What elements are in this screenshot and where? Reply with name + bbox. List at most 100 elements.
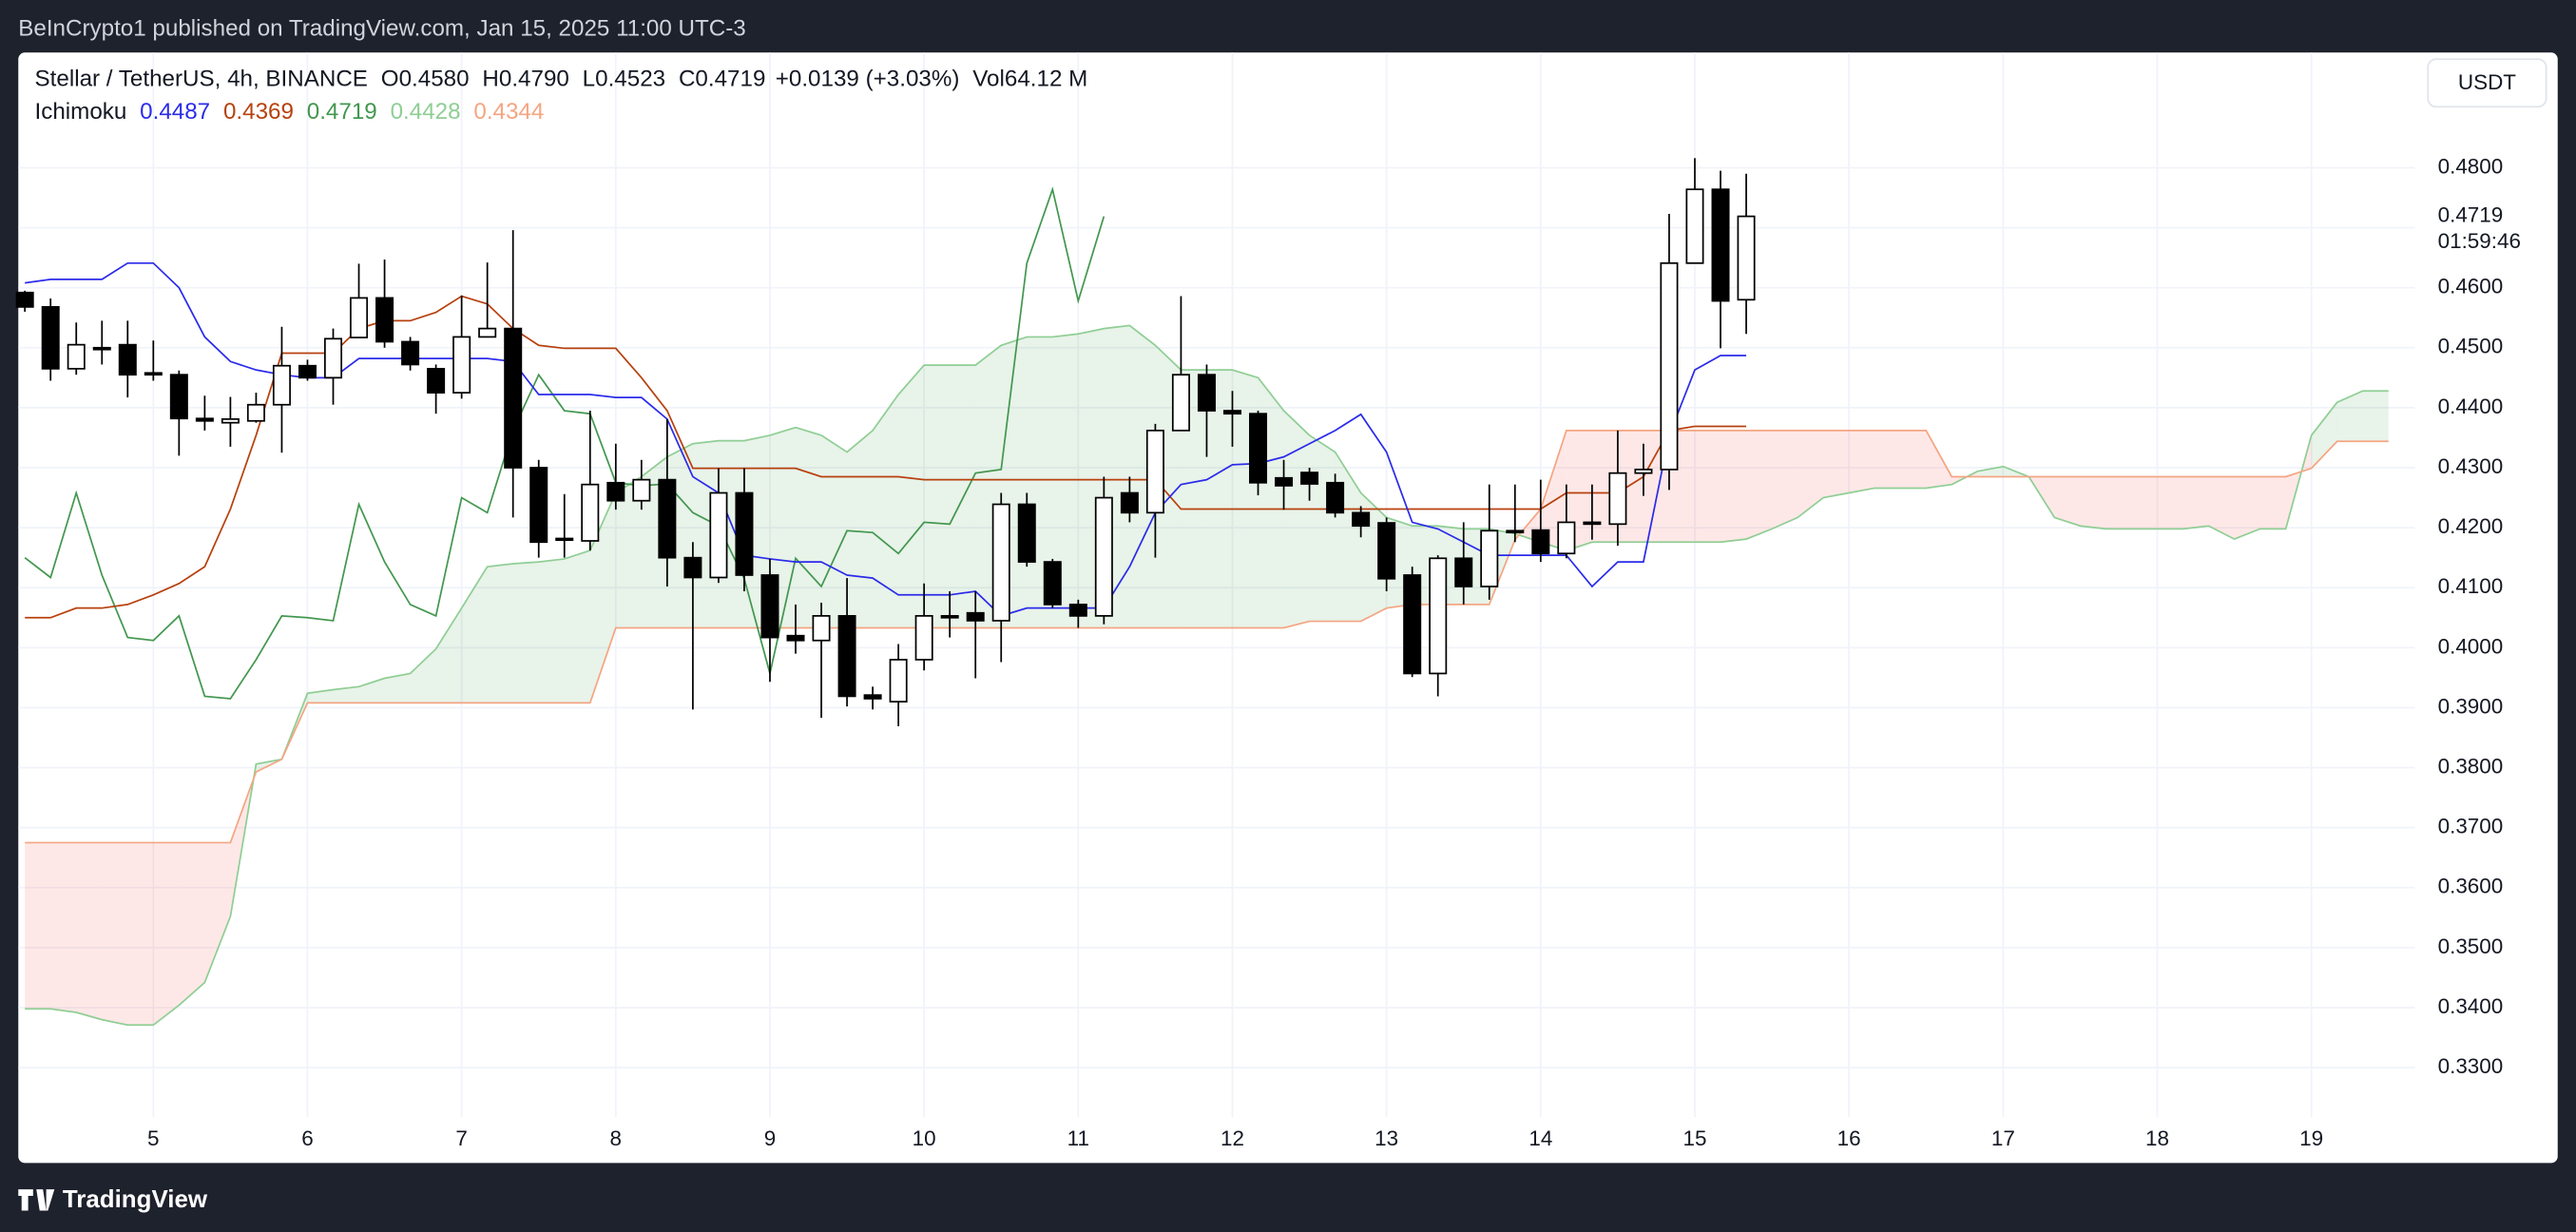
x-tick-label: 9 [764, 1126, 777, 1150]
y-tick-label: 0.4800 [2438, 154, 2504, 178]
candle-body [1017, 503, 1036, 563]
candle-body [812, 615, 831, 642]
brand: TradingView [63, 1186, 208, 1213]
y-tick-label: 0.3900 [2438, 694, 2504, 718]
cloud-fill [410, 648, 436, 703]
candle-body [169, 374, 188, 420]
candle-body [324, 337, 343, 379]
ichimoku-line [24, 186, 1105, 700]
candle-body [15, 291, 34, 308]
cloud-fill [461, 567, 488, 703]
candle-body [452, 336, 471, 394]
ohlc-value: 0.4580 [399, 67, 470, 92]
y-tick-label: 0.4400 [2438, 395, 2504, 418]
button-frame[interactable] [2427, 58, 2547, 108]
cloud-fill [2028, 476, 2055, 518]
cloud-fill [950, 365, 976, 628]
legend-value: 0.4487 [140, 100, 210, 125]
cloud-fill [898, 365, 925, 628]
candle-body [1377, 522, 1396, 580]
candle-body [1326, 481, 1345, 514]
candle-body [940, 615, 959, 619]
countdown: 01:59:46 [2438, 229, 2521, 253]
cloud-fill [153, 842, 180, 1026]
cloud-fill [25, 842, 51, 1010]
cloud-fill [615, 476, 642, 628]
y-tick-label: 0.4300 [2438, 454, 2504, 478]
candle-body [1403, 574, 1422, 675]
candle-body [555, 537, 574, 542]
legend-value: 0.4369 [223, 100, 294, 125]
ohlc-label: L [583, 67, 595, 92]
cloud-fill [589, 492, 616, 703]
cloud-fill [102, 842, 128, 1026]
cloud-fill [1232, 370, 1259, 628]
cloud-fill [1849, 430, 1875, 493]
candle-body [1480, 529, 1499, 587]
price-tag: 0.4719 [2438, 203, 2504, 227]
candle-body [350, 297, 369, 338]
candle-body [1300, 472, 1319, 485]
candle-body [709, 491, 728, 579]
candle-body [1145, 430, 1164, 514]
cloud-fill [204, 842, 231, 983]
candle-body [1249, 413, 1268, 484]
legend: Stellar / TetherUS, 4h, BINANCE O0.4580 H0… [35, 67, 1088, 125]
indicator-legend: Ichimoku 0.4487 0.4369 0.4719 0.4428 0.4344 [35, 100, 545, 125]
candle-body [991, 503, 1010, 622]
cloud-fill [847, 430, 874, 628]
ohlc-label: C [679, 67, 695, 92]
candle-body [1737, 215, 1756, 301]
publisher: BeInCrypto1 published on TradingView.com… [18, 15, 746, 41]
candle-body [606, 481, 625, 502]
cloud-fill [2336, 391, 2363, 442]
plot-background [18, 52, 2558, 1164]
ohlc-value: 0.4719 [695, 67, 765, 92]
cloud-fill [2080, 476, 2106, 529]
legend-value: 0.4344 [473, 100, 544, 125]
candle-body [298, 364, 317, 379]
cloud-fill [384, 673, 411, 703]
cloud-fill [179, 842, 205, 1006]
cloud-fill [1977, 466, 2004, 477]
cloud-fill [821, 434, 848, 628]
y-tick-label: 0.4500 [2438, 335, 2504, 358]
x-tick-label: 14 [1528, 1126, 1552, 1150]
cloud-fill [487, 563, 513, 703]
candle-body [1557, 521, 1576, 555]
candle-body [144, 372, 163, 376]
x-tick-label: 5 [147, 1126, 160, 1150]
indicator: Ichimoku [35, 100, 127, 125]
cloud-fill [1721, 430, 1747, 543]
candle-body [837, 615, 856, 698]
candle-body [1531, 529, 1550, 555]
candle-body [1275, 476, 1294, 487]
cloud-fill [1772, 430, 1798, 529]
x-tick-label: 16 [1837, 1126, 1861, 1150]
cloud-fill [2362, 391, 2389, 442]
y-tick-label: 0.4000 [2438, 634, 2504, 658]
ohlc-label: O [381, 67, 399, 92]
symbol: Stellar / TetherUS, 4h, BINANCE [35, 67, 368, 92]
candle-body [67, 343, 86, 370]
cloud-fill [1181, 370, 1207, 628]
candle-body [1685, 188, 1704, 264]
currency[interactable]: USDT [2458, 70, 2516, 94]
change: +0.0139 (+3.03%) [776, 67, 960, 92]
x-tick-label: 18 [2145, 1126, 2169, 1150]
candle-body [272, 364, 291, 406]
candle-body [658, 478, 677, 559]
cloud-fill [333, 686, 359, 703]
y-tick-label: 0.3600 [2438, 875, 2504, 898]
x-tick-label: 19 [2299, 1126, 2323, 1150]
plot: 0.3300 0.3400 0.3500 0.3600 0.3700 0.3800 0.39… [15, 52, 2553, 1150]
candle-body [375, 297, 394, 343]
currency-button[interactable]: USDT [2427, 58, 2547, 108]
cloud-fill [796, 427, 822, 628]
candle-body [529, 467, 548, 544]
candle-body [786, 634, 805, 642]
cloud-fill [2157, 476, 2183, 529]
candle-body [478, 327, 497, 338]
x-tick-label: 11 [1067, 1126, 1089, 1150]
